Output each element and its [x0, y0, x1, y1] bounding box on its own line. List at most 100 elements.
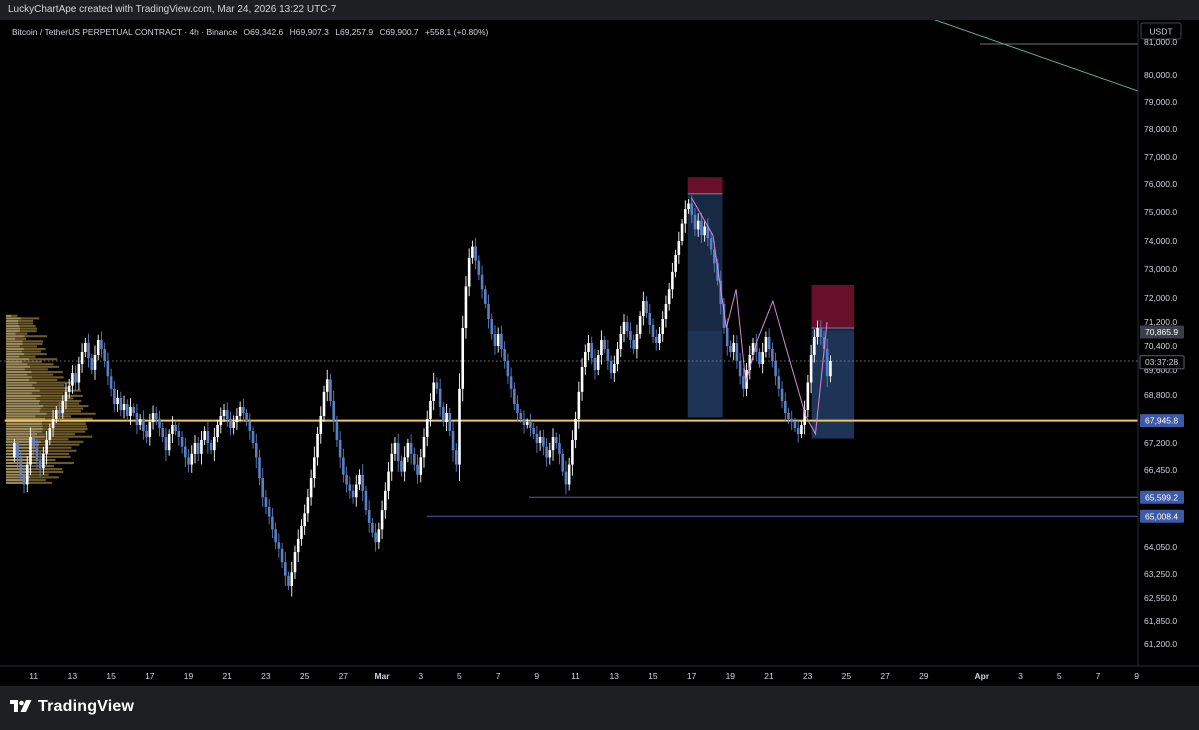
candle-body — [606, 349, 610, 361]
volume-profile-up-bar — [6, 386, 35, 390]
candle-body — [25, 464, 29, 485]
candle-body — [764, 337, 768, 352]
candle-body — [619, 334, 623, 349]
candle-body — [177, 431, 181, 437]
price-tag-bg — [1140, 509, 1184, 523]
volume-profile-up-bar — [6, 433, 38, 436]
time-tick-label: 7 — [496, 671, 501, 681]
price-tick-label: 73,000.0 — [1144, 264, 1177, 274]
tradingview-brand[interactable]: TradingView — [10, 698, 134, 716]
candle-body — [616, 349, 619, 364]
candle-body — [522, 419, 526, 425]
chart-area[interactable] — [0, 20, 1199, 686]
time-tick-label: 7 — [1096, 671, 1101, 681]
candle-body — [725, 328, 729, 346]
volume-profile-up-bar — [6, 365, 30, 368]
candle-body — [396, 443, 400, 461]
candle-body — [438, 388, 442, 407]
volume-profile-up-bar — [6, 342, 23, 345]
volume-profile-bar — [6, 392, 64, 395]
volume-profile-bar — [6, 314, 18, 317]
volume-profile-up-bar — [6, 330, 20, 333]
candle-body — [674, 255, 677, 272]
candle-body — [383, 490, 387, 511]
volume-profile-up-bar — [6, 449, 38, 452]
currency-label[interactable]: USDT — [1149, 27, 1172, 37]
volume-profile-bar — [6, 327, 37, 330]
time-tick-label: 21 — [764, 671, 774, 681]
volume-profile-up-bar — [6, 392, 32, 395]
candle-body — [554, 437, 558, 443]
volume-profile-bar — [6, 376, 64, 379]
candle-body — [103, 349, 106, 361]
candle-body — [816, 328, 819, 337]
candle-body — [222, 410, 226, 416]
candle-body — [245, 413, 248, 422]
candle-body — [61, 401, 65, 413]
candle-body — [154, 413, 158, 419]
time-tick-label: 5 — [1057, 671, 1062, 681]
candle-body — [193, 443, 197, 454]
candle-body — [651, 325, 655, 337]
candle-body — [677, 241, 681, 255]
candle-body — [129, 407, 132, 416]
volume-profile-bar — [6, 319, 34, 322]
candle-body — [458, 388, 461, 465]
candle-body — [661, 319, 665, 334]
candle-body — [261, 478, 265, 498]
candle-body — [777, 376, 781, 389]
time-tick-label: 9 — [1134, 671, 1139, 681]
candle-body — [96, 340, 100, 355]
volume-profile-up-bar — [6, 430, 42, 433]
price-chart[interactable]: USDT 81,000.0 80,000.0 79,000.0 78,000.0 77,… — [0, 20, 1199, 686]
candle-body — [516, 404, 519, 413]
candlestick-series — [13, 195, 832, 597]
candle-body — [48, 428, 52, 440]
volume-profile-bar — [6, 410, 81, 413]
candle-body — [322, 391, 326, 416]
time-tick-label: 13 — [68, 671, 78, 681]
candle-body — [161, 428, 165, 437]
volume-profile-up-bar — [6, 402, 39, 405]
time-tick-label: 27 — [880, 671, 890, 681]
candle-body — [571, 440, 574, 465]
candle-body — [493, 334, 497, 346]
price-axis[interactable]: USDT 81,000.0 80,000.0 79,000.0 78,000.0 77,… — [1137, 20, 1199, 686]
candle-body — [409, 443, 413, 454]
candle-body — [490, 319, 494, 334]
candle-body — [742, 376, 745, 389]
volume-profile-bar — [6, 394, 83, 397]
candle-body — [342, 457, 345, 475]
time-tick-label: 19 — [184, 671, 194, 681]
volume-profile-up-bar — [6, 353, 25, 356]
candle-body — [716, 263, 719, 281]
candle-body — [545, 446, 548, 458]
time-tick-label: 3 — [1018, 671, 1023, 681]
price-tick-label: 75,000.0 — [1144, 207, 1177, 217]
projection-path — [691, 197, 828, 436]
volume-profile-up-bar — [6, 368, 25, 371]
candle-body — [690, 203, 694, 215]
candle-body — [377, 529, 381, 543]
candle-body — [387, 471, 390, 491]
candle-body — [774, 361, 777, 377]
price-tick-label: 77,000.0 — [1144, 152, 1177, 162]
volume-profile-up-bar — [6, 394, 41, 397]
candle-body — [822, 337, 826, 349]
volume-profile-bar — [6, 465, 54, 468]
volume-profile-bar — [6, 440, 84, 443]
price-tag-bg — [1140, 490, 1184, 504]
candle-body — [667, 289, 671, 304]
time-axis[interactable]: 11 13 15 17 19 21 23 25 27 Mar 3 5 7 9 11 13 15 17 19 21 23 2… — [0, 665, 1199, 681]
price-tag-label: 65,008.4 — [1145, 511, 1178, 521]
ohlc-close: C69,900.7 — [379, 27, 419, 37]
volume-profile-up-bar — [6, 417, 46, 420]
candle-body — [290, 572, 294, 586]
price-tick-label: 74,000.0 — [1144, 236, 1177, 246]
candle-body — [754, 343, 758, 352]
volume-profile-bar — [6, 330, 37, 333]
candle-body — [51, 419, 55, 428]
candle-body — [106, 361, 110, 377]
symbol-name[interactable]: Bitcoin / TetherUS PERPETUAL CONTRACT · … — [12, 27, 238, 37]
candle-body — [100, 340, 103, 349]
